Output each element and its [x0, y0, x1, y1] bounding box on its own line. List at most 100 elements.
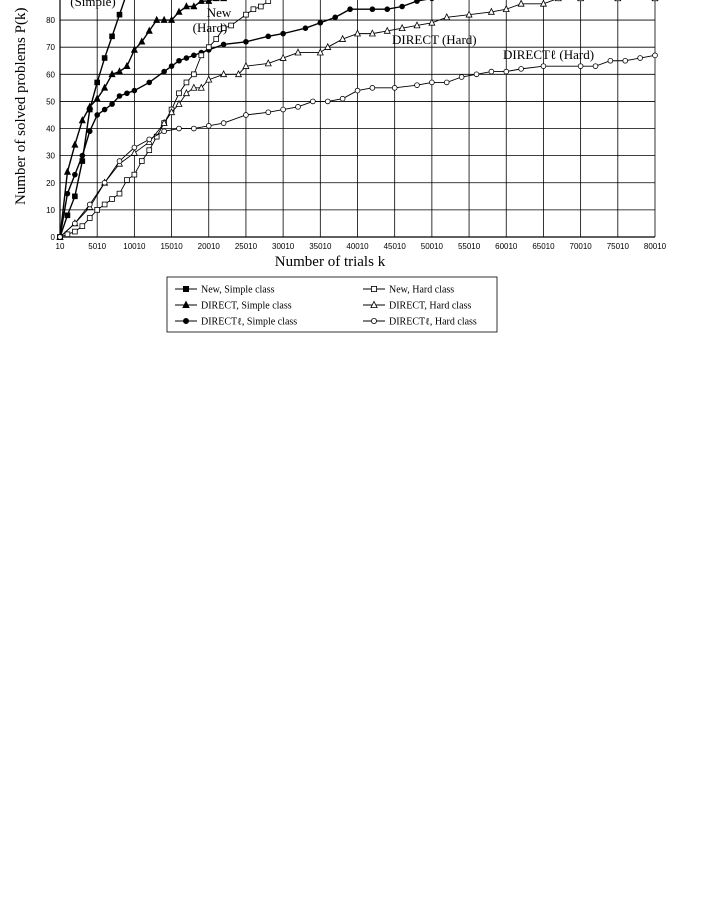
marker — [94, 207, 100, 213]
marker — [443, 13, 451, 21]
marker — [488, 68, 495, 75]
marker — [324, 98, 331, 105]
marker — [101, 55, 108, 61]
marker — [94, 112, 100, 118]
marker — [116, 158, 123, 164]
marker — [79, 223, 86, 229]
marker — [72, 193, 78, 200]
marker — [94, 79, 100, 86]
marker — [414, 82, 420, 88]
marker — [101, 83, 109, 91]
marker — [124, 177, 130, 183]
marker — [220, 25, 227, 32]
x-tick-label: 40010 — [346, 242, 369, 251]
marker — [391, 85, 398, 91]
marker — [64, 190, 71, 197]
x-tick-label: 80010 — [644, 242, 667, 251]
marker — [205, 44, 212, 50]
marker — [123, 61, 131, 69]
marker — [242, 61, 250, 69]
marker — [86, 201, 93, 208]
x-axis-label: Number of trials k — [275, 254, 386, 270]
marker — [153, 15, 161, 23]
marker — [116, 190, 123, 197]
marker — [71, 140, 79, 148]
marker — [614, 0, 622, 2]
marker — [622, 57, 629, 64]
marker — [131, 87, 138, 94]
marker — [332, 14, 338, 21]
marker — [353, 29, 362, 37]
marker — [86, 128, 93, 135]
marker — [160, 15, 168, 23]
marker — [539, 0, 547, 7]
marker — [168, 107, 176, 116]
marker — [428, 18, 436, 26]
marker — [370, 300, 378, 309]
marker — [93, 94, 101, 102]
marker — [540, 63, 547, 69]
marker — [176, 125, 182, 132]
marker — [339, 34, 347, 42]
x-tick-label: 5010 — [88, 242, 106, 251]
marker — [250, 6, 257, 13]
y-axis-label: Number of solved problems P(k) — [13, 8, 29, 205]
marker — [264, 59, 272, 67]
marker — [502, 4, 510, 13]
marker — [370, 317, 377, 324]
marker — [637, 55, 643, 61]
annotation: DIRECTℓ (Hard) — [503, 47, 594, 62]
marker — [64, 231, 71, 238]
marker — [347, 6, 353, 13]
marker — [652, 52, 658, 59]
marker — [183, 55, 190, 61]
marker — [607, 57, 614, 64]
marker — [161, 68, 167, 75]
legend-label: DIRECTℓ, Simple class — [201, 317, 297, 328]
marker — [72, 228, 78, 235]
marker — [182, 88, 190, 97]
marker — [429, 0, 435, 2]
x-tick-label: 15010 — [160, 242, 183, 251]
marker — [64, 212, 71, 219]
marker — [487, 7, 495, 15]
y-tick-label: 50 — [46, 97, 55, 106]
x-tick-label: 60010 — [495, 242, 518, 251]
legend-label: DIRECT, Simple class — [201, 301, 292, 312]
marker — [116, 93, 123, 99]
marker — [369, 6, 376, 13]
marker — [191, 71, 197, 78]
marker — [220, 41, 227, 48]
x-tick-label: 70010 — [570, 242, 593, 251]
marker — [160, 118, 168, 126]
marker — [280, 30, 286, 37]
marker — [79, 152, 86, 159]
marker — [443, 79, 450, 86]
marker — [228, 22, 234, 29]
y-tick-label: 20 — [46, 179, 55, 188]
x-tick-label: 55010 — [458, 242, 481, 251]
marker — [295, 104, 301, 110]
marker — [220, 0, 228, 2]
marker — [146, 79, 153, 86]
marker — [265, 33, 272, 40]
x-tick-label: 10010 — [123, 242, 146, 251]
legend-label: New, Simple class — [201, 285, 275, 296]
marker — [503, 68, 510, 75]
marker — [191, 52, 197, 59]
annotation: (Hard) — [193, 20, 228, 35]
marker — [429, 79, 435, 86]
marker — [258, 3, 264, 10]
marker — [175, 99, 183, 107]
marker — [220, 120, 227, 126]
marker — [205, 123, 212, 129]
marker — [101, 106, 108, 113]
marker — [592, 63, 599, 69]
series-layer — [56, 0, 659, 240]
marker — [168, 63, 175, 69]
marker — [115, 67, 124, 75]
marker — [130, 45, 138, 53]
marker — [413, 21, 421, 29]
x-tick-label: 45010 — [384, 242, 407, 251]
